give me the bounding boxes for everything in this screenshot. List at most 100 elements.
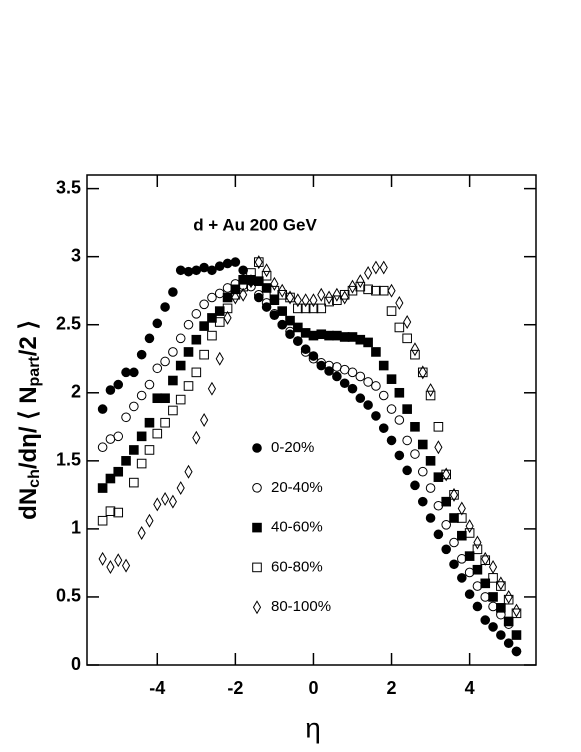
point xyxy=(97,442,108,453)
point xyxy=(363,337,373,348)
point xyxy=(410,449,420,459)
point xyxy=(285,292,295,303)
y-tick-label: 0.5 xyxy=(56,586,81,606)
point xyxy=(175,333,186,344)
point xyxy=(192,430,201,445)
point xyxy=(97,483,108,493)
legend-marker xyxy=(252,522,262,533)
point xyxy=(355,371,366,382)
point xyxy=(215,351,224,366)
point xyxy=(434,440,443,455)
point xyxy=(378,390,389,401)
point xyxy=(278,283,287,298)
point xyxy=(97,515,108,526)
point xyxy=(363,377,373,387)
point xyxy=(496,630,506,640)
point xyxy=(293,322,303,333)
point xyxy=(480,578,491,589)
point xyxy=(395,295,404,310)
point xyxy=(207,381,217,396)
point xyxy=(261,270,272,281)
y-tick-label: 0 xyxy=(71,654,81,674)
point xyxy=(379,260,388,275)
point xyxy=(324,296,334,307)
point xyxy=(145,513,154,528)
point xyxy=(152,318,163,329)
point xyxy=(425,390,436,401)
point xyxy=(496,576,505,591)
point xyxy=(176,481,185,496)
point xyxy=(394,415,405,425)
point xyxy=(121,456,131,466)
point xyxy=(160,393,170,404)
point xyxy=(512,603,521,618)
point xyxy=(449,487,459,502)
point xyxy=(410,349,420,360)
point xyxy=(426,383,435,398)
point xyxy=(464,589,475,600)
point xyxy=(300,347,311,357)
point xyxy=(386,404,397,414)
point xyxy=(136,431,147,442)
point xyxy=(261,283,272,293)
legend-marker xyxy=(252,600,262,615)
point xyxy=(410,422,420,432)
point xyxy=(246,274,256,289)
point xyxy=(433,529,444,540)
point xyxy=(199,262,209,273)
point xyxy=(324,360,334,371)
point xyxy=(153,497,162,512)
point xyxy=(355,393,366,404)
point xyxy=(207,330,217,341)
point xyxy=(394,387,405,398)
point xyxy=(503,616,514,627)
point xyxy=(183,347,194,357)
point xyxy=(457,530,467,541)
point xyxy=(441,469,451,480)
point xyxy=(113,379,124,390)
point xyxy=(449,537,459,548)
point xyxy=(309,293,318,308)
point xyxy=(339,378,350,389)
point xyxy=(168,347,178,357)
point xyxy=(230,257,241,267)
point xyxy=(129,401,139,412)
point xyxy=(449,490,459,500)
point xyxy=(152,363,163,374)
point xyxy=(105,385,116,395)
point xyxy=(503,638,514,649)
point xyxy=(114,553,123,568)
point xyxy=(332,287,341,302)
point xyxy=(191,334,202,345)
point xyxy=(246,268,256,278)
point xyxy=(488,592,498,602)
point xyxy=(293,336,303,346)
point xyxy=(175,265,186,276)
point xyxy=(442,467,451,482)
point xyxy=(121,558,131,573)
point xyxy=(464,528,475,538)
point xyxy=(199,321,209,331)
y-tick-label: 1 xyxy=(71,518,81,538)
point xyxy=(371,347,381,357)
point xyxy=(214,317,225,327)
point xyxy=(348,279,357,294)
x-tick-label: 2 xyxy=(387,678,397,698)
point xyxy=(191,309,202,319)
legend-marker xyxy=(252,443,262,453)
point xyxy=(160,356,170,367)
point xyxy=(441,520,452,530)
point xyxy=(417,367,428,378)
point xyxy=(503,594,514,605)
point xyxy=(371,260,381,275)
point xyxy=(106,560,115,574)
point xyxy=(285,315,295,326)
point xyxy=(175,360,186,371)
point xyxy=(488,560,498,574)
point xyxy=(129,367,139,378)
point xyxy=(308,303,319,314)
point xyxy=(137,525,146,540)
point xyxy=(285,329,295,340)
point xyxy=(144,445,155,455)
point xyxy=(168,494,177,509)
